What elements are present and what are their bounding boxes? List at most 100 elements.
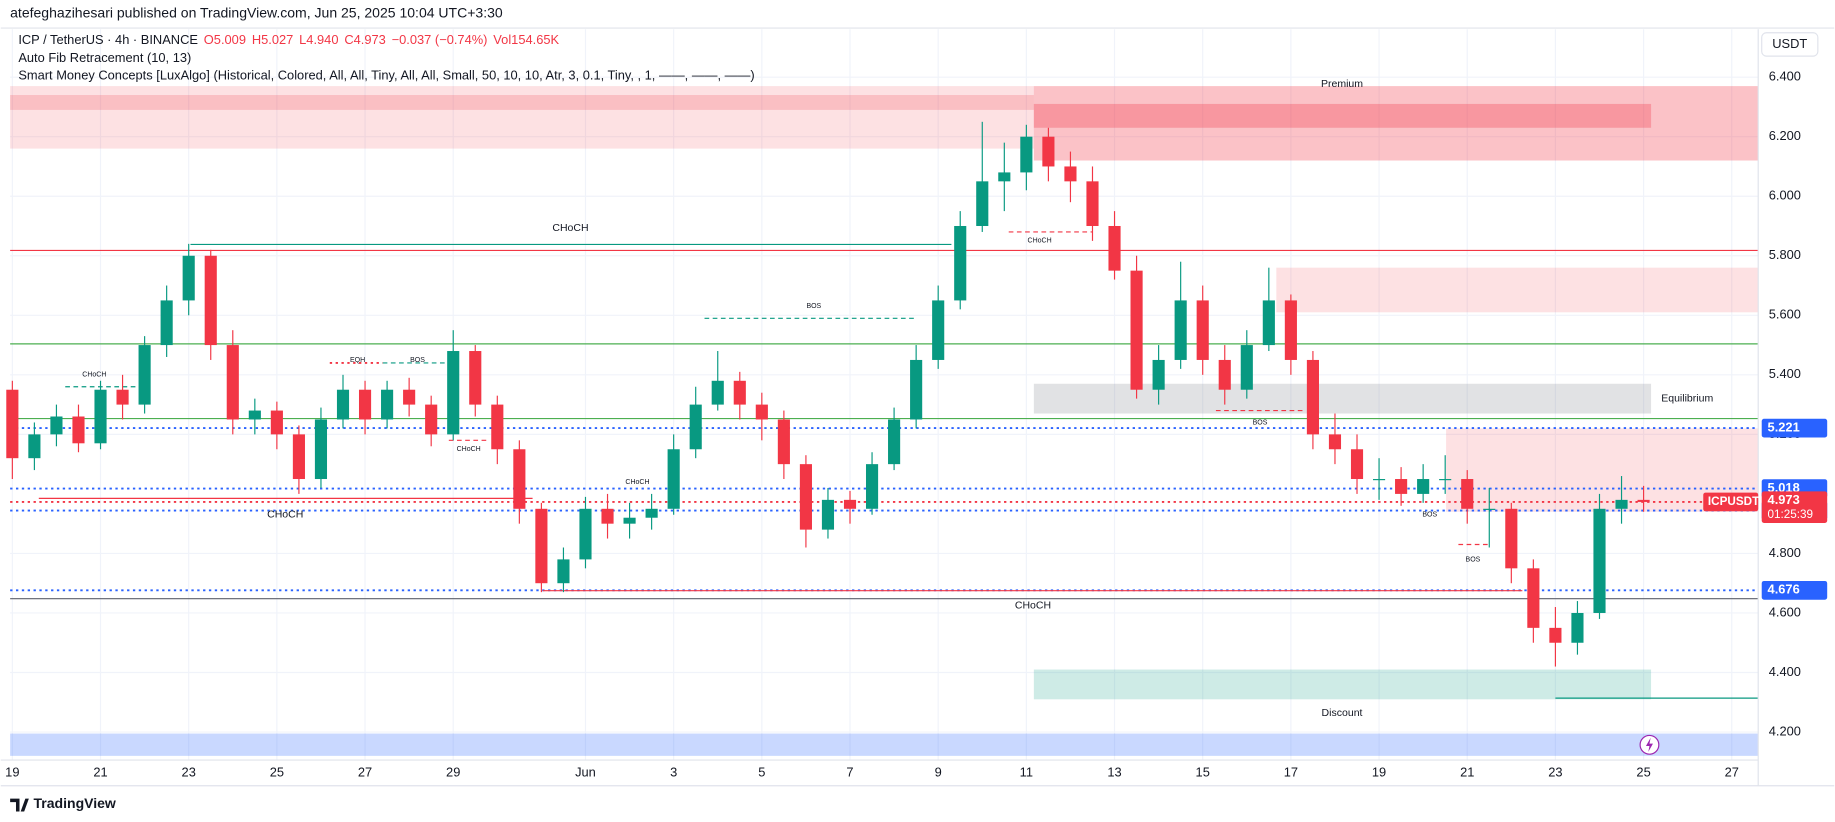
candle-body (821, 499, 835, 530)
candle-body (358, 389, 372, 420)
x-tick-label: 17 (1284, 764, 1298, 779)
candle-body (1505, 508, 1518, 569)
zone (1033, 86, 1759, 161)
candle-body (292, 434, 305, 480)
y-tick-label: 5.600 (1769, 307, 1801, 322)
candle-body (72, 416, 85, 444)
countdown: 01:25:39 (1768, 508, 1813, 521)
candle-body (711, 380, 724, 405)
price-tag (1761, 418, 1828, 438)
candle-body (755, 404, 768, 420)
annotation: BOS (806, 303, 821, 310)
x-tick-label: 27 (1725, 764, 1739, 779)
candle-body (557, 559, 570, 584)
candle-body (6, 389, 19, 459)
x-tick-label: 9 (935, 764, 942, 779)
price-tag (1761, 580, 1828, 600)
brand: TradingView (34, 795, 116, 811)
annotation: BOS (1422, 512, 1437, 519)
y-tick-label: 4.800 (1769, 545, 1801, 560)
y-tick-label: 4.600 (1769, 604, 1801, 619)
x-tick-label: 13 (1107, 764, 1121, 779)
candle-body (1086, 181, 1099, 226)
candle-body (1152, 359, 1165, 390)
candle-body (1593, 508, 1606, 613)
candle-body (248, 410, 261, 420)
x-tick-label: 25 (1636, 764, 1650, 779)
x-tick-label: 19 (5, 764, 19, 779)
annotation: CHoCH (457, 446, 481, 453)
symbol-tag (1703, 492, 1759, 512)
candle-body (1372, 479, 1386, 481)
zone (1033, 103, 1652, 128)
candle-body (645, 508, 658, 518)
candle-body (1637, 499, 1650, 502)
last-price-tag (1761, 491, 1828, 523)
candle-body (1042, 136, 1055, 167)
candle-body (1439, 479, 1452, 481)
x-tick-label: 27 (358, 764, 372, 779)
candle-body (623, 517, 636, 524)
x-tick-label: 3 (670, 764, 677, 779)
candle-body (799, 464, 812, 530)
currency-button[interactable] (1761, 32, 1819, 57)
annotation: CHoCH (267, 509, 303, 521)
symbol-label: ICPUSDT (1708, 495, 1760, 508)
candle-body (403, 389, 416, 405)
annotation: CHoCH (625, 479, 649, 486)
candle-body (1174, 300, 1187, 360)
candle-body (689, 404, 702, 450)
quote-value: Vol154.65K (493, 32, 559, 47)
x-tick-label: 21 (1460, 764, 1474, 779)
candle-body (667, 449, 680, 509)
annotation: BOS (410, 357, 425, 364)
candle-body (1328, 434, 1342, 450)
logo (10, 798, 29, 812)
candle-body (314, 419, 328, 480)
symbol: ICP / TetherUS · 4h · BINANCE (18, 32, 198, 47)
axes: 19 21 23 25 27 29 Jun 3 5 7 9 11 13 15 17 19 21 23 25 27 6.4… (5, 69, 1828, 779)
x-tick-label: 15 (1196, 764, 1210, 779)
y-tick-label: 6.000 (1769, 188, 1801, 203)
annotation: CHoCH (552, 222, 588, 234)
candle-body (843, 499, 857, 509)
x-tick-label: 23 (1548, 764, 1562, 779)
candle-body (976, 181, 989, 226)
candle-body (513, 449, 526, 509)
candle-body (865, 464, 879, 509)
candle-body (1483, 508, 1496, 510)
annotation: CHoCH (1015, 600, 1051, 612)
zone (10, 86, 1034, 149)
candle-body (50, 416, 63, 435)
zone (1033, 383, 1652, 414)
candle-body (28, 434, 41, 459)
x-tick-label: 19 (1372, 764, 1386, 779)
candle-body (601, 508, 614, 524)
candle-body (777, 419, 790, 465)
x-tick-label: Jun (575, 764, 596, 779)
annotation: CHoCH (1028, 238, 1052, 245)
candle-body (1571, 612, 1584, 643)
candle-body (1615, 499, 1628, 509)
x-tick-label: 25 (270, 764, 284, 779)
candle-body (733, 380, 746, 405)
quote-value: H5.027 (252, 32, 293, 47)
candle-body (998, 172, 1011, 182)
candle-body (270, 410, 283, 435)
y-tick-label: 5.800 (1769, 247, 1801, 262)
candle-body (1240, 345, 1253, 390)
candle-body (1020, 136, 1033, 173)
candle-body (1395, 479, 1408, 494)
currency[interactable]: USDT (1772, 36, 1807, 51)
alert-bolt (1645, 737, 1653, 752)
annotation: EQH (350, 357, 365, 364)
candle-body (932, 300, 945, 360)
candle-body (1549, 627, 1562, 643)
price-tag-label: 4.676 (1768, 582, 1800, 597)
y-tick-label: 6.200 (1769, 128, 1801, 143)
y-tick-label: 5.400 (1769, 366, 1801, 381)
candle-body (425, 404, 438, 435)
zone (10, 733, 1759, 756)
x-tick-label: 21 (93, 764, 107, 779)
